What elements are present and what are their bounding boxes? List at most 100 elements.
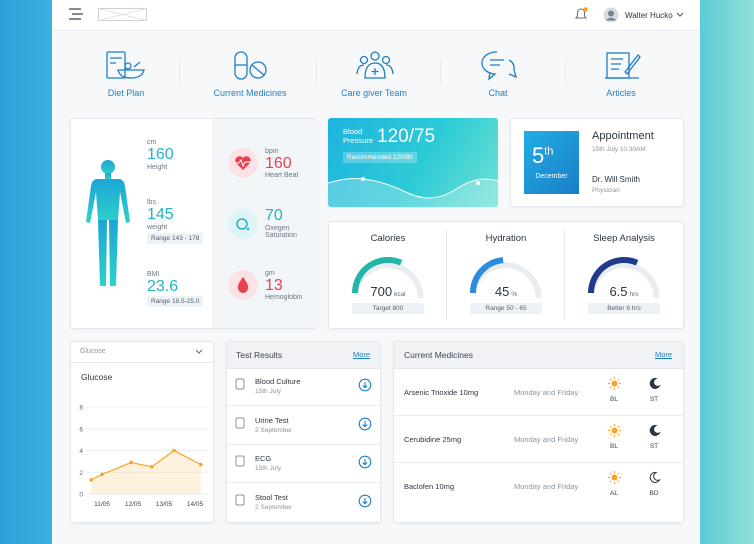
vital-value: 13 (265, 277, 283, 294)
blood-pressure-card (328, 118, 498, 207)
test-results-card (226, 341, 381, 523)
point (100, 472, 104, 477)
test-name: ECG (255, 454, 272, 463)
test-date: 2 September (255, 503, 293, 511)
user-name[interactable]: Walter Hucko (625, 11, 673, 20)
vital-label: Heart Beat (265, 172, 299, 179)
appointment-day: 5th (532, 143, 553, 169)
area (91, 450, 201, 494)
medicine-name: Cerubidine 25mg (404, 435, 462, 444)
icon-shape (611, 474, 618, 481)
bp-recommended: Recommended 120/80 (343, 152, 417, 163)
stat-value: 23.6 (147, 278, 179, 295)
nav-label[interactable]: Current Medicines (213, 88, 287, 98)
point (199, 462, 203, 467)
notification-bell[interactable] (573, 6, 589, 22)
glucose-selector[interactable] (70, 341, 214, 363)
time-label: AL (610, 490, 618, 497)
time-icon (608, 377, 621, 390)
download-button[interactable] (358, 494, 372, 508)
user-avatar[interactable] (603, 7, 619, 23)
medicines-card (393, 341, 684, 523)
test-date: 2 September (255, 426, 293, 434)
nav-label[interactable]: Diet Plan (107, 88, 145, 98)
stat-unit: BMI (147, 271, 160, 278)
point (150, 465, 154, 469)
summary-unit: % (511, 291, 518, 298)
icon-shape (611, 380, 618, 387)
y-tick-label: 4 (79, 448, 83, 455)
row-divider (227, 482, 380, 483)
vital-value: 70 (265, 207, 283, 224)
gauge (352, 257, 424, 299)
nav-label[interactable]: Articles (606, 88, 636, 98)
summary-title: Calories (370, 233, 406, 244)
icon-shape (649, 377, 661, 389)
x-tick-label: 12/05 (125, 501, 142, 508)
download-button[interactable] (358, 455, 372, 469)
nav-label[interactable]: Chat (488, 88, 508, 98)
icon-shape (235, 494, 245, 505)
stat-unit: cm (147, 139, 157, 146)
medicine-schedule: Monday and Friday (514, 482, 579, 491)
y-tick-label: 0 (79, 492, 83, 499)
heart-icon (228, 148, 258, 178)
icon-shape (608, 377, 621, 390)
point (89, 478, 93, 482)
icon-shape (235, 455, 245, 467)
test-name: Stool Test (255, 492, 288, 502)
icon-shape (235, 378, 245, 390)
nav-label[interactable]: Care giver Team (341, 88, 407, 98)
icon-shape (649, 471, 661, 483)
time-label: BL (610, 443, 618, 450)
icon-shape (608, 424, 621, 437)
test-date: 15th July (255, 465, 282, 472)
icon-shape (608, 471, 621, 484)
menu-button[interactable] (68, 8, 84, 20)
line (90, 449, 202, 481)
icon-shape (611, 427, 618, 434)
y-tick-label: 2 (79, 470, 83, 477)
medicine-name: Baclofen 10mg (404, 482, 455, 491)
articles-icon[interactable] (603, 50, 641, 82)
stat-label: weight (147, 224, 168, 231)
user-menu-chevron[interactable] (676, 12, 684, 18)
medicine-name: Arsenic Trioxide 10mg (404, 388, 479, 397)
date-box (524, 131, 579, 194)
selector-chevron[interactable] (195, 349, 203, 355)
separator (179, 60, 180, 84)
blood-icon (228, 270, 258, 300)
icon-shape (362, 382, 368, 389)
bp-wave (328, 177, 498, 207)
diet-plan-icon[interactable] (104, 50, 148, 82)
test-icon (235, 417, 245, 428)
time-icon (608, 424, 621, 437)
download-button[interactable] (358, 417, 372, 431)
separator (565, 60, 566, 84)
test-name: Blood Culture (255, 377, 301, 386)
medicines-icon[interactable] (232, 50, 272, 82)
icon-shape (362, 420, 368, 427)
download-button[interactable] (358, 378, 372, 392)
vital-unit: bpm (265, 148, 279, 155)
stat-range: Range 143 - 178 (147, 233, 204, 244)
chart-title: Glucose (81, 372, 113, 382)
time-label: ST (649, 443, 659, 450)
bp-value: 120/75 (377, 126, 436, 147)
separator (564, 230, 565, 320)
medicine-schedule: Monday and Friday (514, 435, 579, 444)
medicine-schedule: Monday and Friday (514, 388, 579, 397)
selector-text[interactable]: Glucose (80, 348, 106, 355)
card-header (227, 342, 380, 369)
appointment-time: 15th July 10:30AM (592, 146, 646, 153)
glucose-chart: 0 2 4 6 8 11/05 12/05 13/05 14/05 (79, 405, 208, 508)
more-link[interactable]: More (353, 350, 371, 359)
more-link[interactable]: More (655, 350, 673, 359)
chat-icon[interactable] (481, 50, 517, 82)
care-team-icon[interactable] (355, 50, 395, 82)
summary-value: 700 (370, 284, 393, 299)
y-tick-label: 8 (79, 405, 83, 412)
summary-note: Target 800 (352, 303, 424, 314)
test-icon (235, 378, 245, 390)
stat-value: 160 (147, 146, 174, 163)
